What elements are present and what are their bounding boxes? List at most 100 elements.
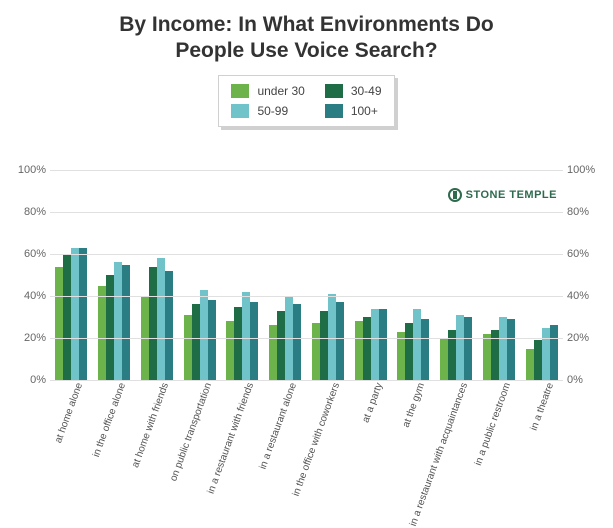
bar [71,248,79,380]
x-axis-label: at home with friends [130,381,171,469]
legend-swatch [231,84,249,98]
bar [550,325,558,380]
legend-container: under 30 30-49 50-99 100+ [0,75,613,127]
bar [184,315,192,380]
y-axis-label-left: 60% [12,248,46,260]
bar [122,265,130,381]
title-line-1: By Income: In What Environments Do [119,13,494,36]
legend-swatch [231,104,249,118]
bar [106,275,114,380]
bar [293,304,301,380]
legend-label: under 30 [257,84,304,98]
gridline [50,296,563,297]
legend-item: 30-49 [325,84,382,98]
gridline [50,212,563,213]
y-axis-label-right: 20% [567,332,601,344]
bar [55,267,63,380]
y-axis-label-left: 40% [12,290,46,302]
legend-item: 50-99 [231,104,304,118]
bar [312,323,320,380]
bar [336,302,344,380]
y-axis-label-left: 20% [12,332,46,344]
bar [79,248,87,380]
bar-group: in the office with coworkers [307,170,350,380]
bar [328,294,336,380]
gridline [50,338,563,339]
bar [226,321,234,380]
bar [526,349,534,381]
bar [499,317,507,380]
bar [542,328,550,381]
bar-group: on public transportation [178,170,221,380]
legend-label: 30-49 [351,84,382,98]
bar [379,309,387,380]
legend-label: 100+ [351,104,378,118]
legend-item: 100+ [325,104,382,118]
bar [456,315,464,380]
y-axis-label-right: 100% [567,164,601,176]
x-axis-label: in a restaurant alone [258,381,300,470]
bar [363,317,371,380]
brand-logo: STONE TEMPLE [448,188,557,202]
y-axis-label-right: 60% [567,248,601,260]
bar-group: at home alone [50,170,93,380]
y-axis-label-left: 100% [12,164,46,176]
bar [464,317,472,380]
bar [371,309,379,380]
title-line-2: People Use Voice Search? [175,39,437,62]
legend-swatch [325,84,343,98]
bar [200,290,208,380]
x-axis-label: in a public restroom [473,381,513,467]
stone-temple-icon [448,188,462,202]
bar [63,254,71,380]
bar [250,302,258,380]
x-axis-label: at home alone [53,381,85,444]
bar [165,271,173,380]
x-axis-label: in a theatre [528,381,555,432]
bar-group: in a restaurant with friends [221,170,264,380]
bar [114,262,122,380]
bar [149,267,157,380]
bar-group: at the gym [392,170,435,380]
x-axis-label: in the office alone [91,381,128,458]
bar [355,321,363,380]
brand-label: STONE TEMPLE [466,189,557,201]
y-axis-label-right: 0% [567,374,601,386]
bar [157,258,165,380]
bar-group: in the office alone [93,170,136,380]
bar [277,311,285,380]
bar [413,309,421,380]
x-axis-label: on public transportation [168,381,214,482]
bar-group: at a party [349,170,392,380]
legend-item: under 30 [231,84,304,98]
x-axis-label: in the office with coworkers [291,381,342,497]
legend-box: under 30 30-49 50-99 100+ [218,75,394,127]
bar [234,307,242,381]
bar-group: at home with friends [136,170,179,380]
gridline [50,380,563,381]
y-axis-label-right: 40% [567,290,601,302]
bar [208,300,216,380]
bar [242,292,250,380]
bar [269,325,277,380]
chart-title: By Income: In What Environments Do Peopl… [0,0,613,65]
y-axis-label-left: 80% [12,206,46,218]
y-axis-label-right: 80% [567,206,601,218]
gridline [50,170,563,171]
bar [98,286,106,381]
bar [421,319,429,380]
bar [483,334,491,380]
gridline [50,254,563,255]
x-axis-label: at a party [360,381,385,424]
legend-label: 50-99 [257,104,288,118]
bar-group: in a restaurant alone [264,170,307,380]
x-axis-label: in a restaurant with friends [206,381,256,495]
bar [405,323,413,380]
bar [320,311,328,380]
bar [534,340,542,380]
legend-swatch [325,104,343,118]
y-axis-label-left: 0% [12,374,46,386]
bar [192,304,200,380]
bar [440,338,448,380]
x-axis-label: at the gym [401,381,427,429]
